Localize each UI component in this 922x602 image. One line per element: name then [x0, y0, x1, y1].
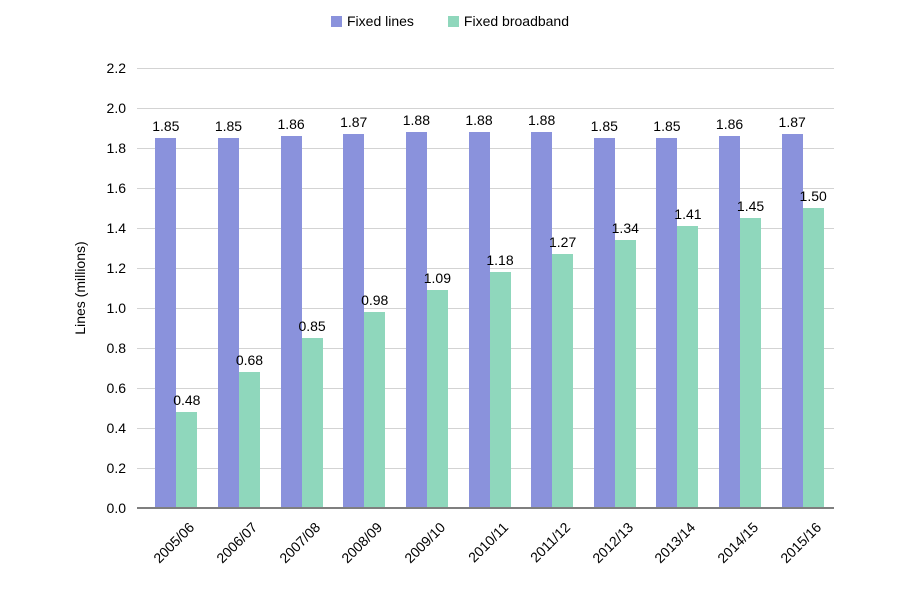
bar-fixed-lines	[405, 132, 427, 508]
value-label: 1.85	[653, 118, 681, 134]
y-axis-title: Lines (millions)	[72, 241, 88, 335]
bar-fixed-broadband	[614, 240, 636, 508]
y-axis-tick-label: 2.0	[106, 100, 126, 116]
value-label: 1.18	[486, 252, 514, 268]
y-axis-tick-label: 1.8	[106, 140, 126, 156]
bar-fixed-lines	[593, 138, 615, 508]
legend-label-fixed-lines: Fixed lines	[347, 13, 414, 29]
bar-fixed-broadband	[301, 338, 323, 508]
x-axis-line	[137, 507, 834, 509]
value-label: 1.45	[736, 198, 765, 214]
y-axis-tick-label: 1.2	[106, 260, 126, 276]
bar-fixed-lines	[531, 132, 553, 508]
bar-fixed-lines	[656, 138, 678, 508]
value-label: 1.88	[402, 112, 430, 128]
bar-fixed-broadband	[364, 312, 386, 508]
value-label: 1.85	[590, 118, 618, 134]
gridline	[137, 107, 834, 109]
bar-fixed-lines	[217, 138, 239, 508]
bar-fixed-lines	[468, 132, 490, 508]
bar-fixed-lines	[280, 136, 302, 508]
y-axis-tick-label: 0.8	[106, 340, 126, 356]
legend-label-fixed-broadband: Fixed broadband	[463, 13, 569, 29]
bar-fixed-broadband	[802, 208, 824, 508]
bar-fixed-lines	[781, 134, 803, 508]
value-label: 1.88	[528, 112, 556, 128]
fixed-lines-swatch-icon	[331, 15, 342, 27]
legend-item-fixed-broadband: Fixed broadband	[447, 12, 569, 30]
y-axis-tick-label: 0.2	[106, 460, 126, 476]
value-label: 1.85	[214, 118, 243, 134]
y-axis-tick-label: 1.6	[106, 180, 126, 196]
value-label: 1.87	[778, 114, 806, 130]
value-label: 0.48	[173, 392, 201, 408]
value-label: 0.98	[361, 292, 389, 308]
y-axis-tick-label: 0.6	[106, 380, 126, 396]
legend-item-fixed-lines: Fixed lines	[331, 12, 414, 30]
bar-fixed-broadband	[426, 290, 448, 508]
fixed-broadband-swatch-icon	[447, 15, 459, 27]
value-label: 0.85	[298, 318, 326, 334]
value-label: 1.34	[611, 220, 639, 236]
value-label: 1.86	[277, 116, 305, 132]
legend: Fixed lines Fixed broadband	[0, 12, 900, 30]
value-label: 1.09	[423, 270, 451, 286]
bar-fixed-lines	[719, 136, 741, 508]
bar-fixed-broadband	[740, 218, 762, 508]
bar-fixed-broadband	[489, 272, 511, 508]
y-axis-tick-label: 1.4	[106, 220, 126, 236]
value-label: 1.88	[465, 112, 493, 128]
bar-fixed-broadband	[677, 226, 699, 508]
value-label: 1.86	[715, 116, 744, 132]
y-axis-tick-label: 2.2	[106, 60, 126, 76]
bar-fixed-broadband	[238, 372, 260, 508]
y-axis-tick-label: 1.0	[106, 300, 126, 316]
bar-fixed-lines	[343, 134, 365, 508]
y-axis-tick-label: 0.0	[106, 500, 126, 516]
value-label: 1.41	[674, 206, 702, 222]
bar-fixed-broadband	[552, 254, 574, 508]
y-axis-tick-label: 0.4	[106, 420, 126, 436]
value-label: 1.85	[152, 118, 180, 134]
value-label: 1.87	[340, 114, 368, 130]
bar-fixed-broadband	[176, 412, 198, 508]
value-label: 0.68	[235, 352, 264, 368]
gridline	[137, 67, 834, 69]
value-label: 1.50	[799, 188, 827, 204]
value-label: 1.27	[549, 234, 577, 250]
bar-fixed-lines	[155, 138, 177, 508]
